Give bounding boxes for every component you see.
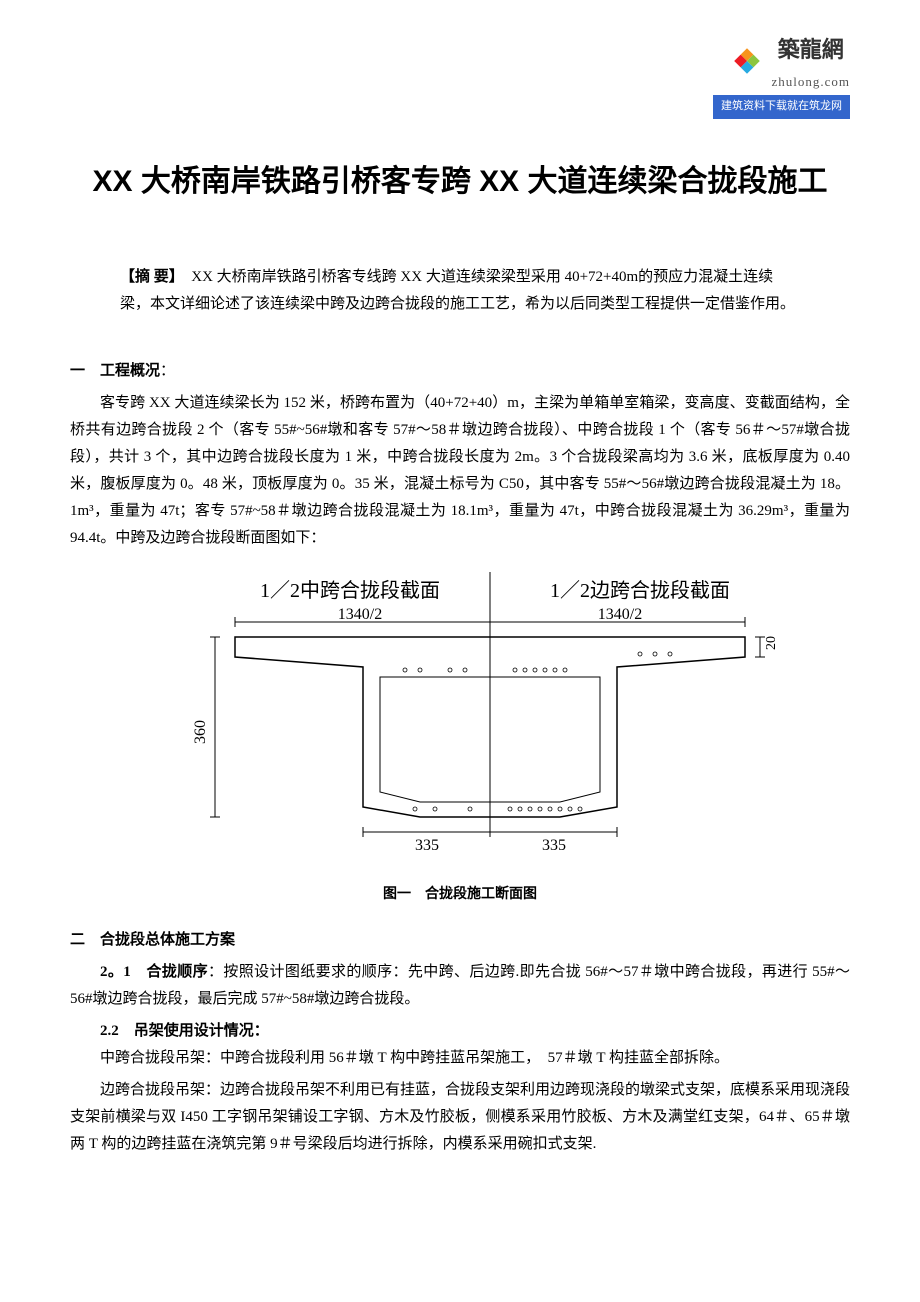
section-2-paragraph-1: 中跨合拢段吊架：中跨合拢段利用 56＃墩 T 构中跨挂蓝吊架施工， 57＃墩 T… — [70, 1045, 850, 1072]
diagram-dim-height: 360 — [192, 720, 209, 744]
section-2-sub1-label: 2。1 合拢顺序 — [100, 964, 208, 980]
section-2: 二 合拢段总体施工方案 2。1 合拢顺序：按照设计图纸要求的顺序：先中跨、后边跨… — [70, 927, 850, 1158]
diagram-dim-bottom-left: 335 — [415, 837, 439, 854]
figure-1-container: 1／2中跨合拢段截面 1／2边跨合拢段截面 1340/2 1340/2 — [70, 572, 850, 907]
section-2-sub2-label: 2.2 吊架使用设计情况： — [70, 1018, 850, 1045]
diagram-label-right: 1／2边跨合拢段截面 — [550, 579, 730, 602]
document-title: XX 大桥南岸铁路引桥客专跨 XX 大道连续梁合拢段施工 — [70, 159, 850, 204]
figure-1-caption: 图一 合拢段施工断面图 — [70, 882, 850, 907]
section-2-heading: 二 合拢段总体施工方案 — [70, 927, 850, 954]
diagram-dim-bottom-right: 335 — [542, 837, 566, 854]
abstract-label: 【摘 要】 — [120, 269, 176, 285]
section-2-sub1: 2。1 合拢顺序：按照设计图纸要求的顺序：先中跨、后边跨.即先合拢 56#～57… — [70, 959, 850, 1013]
logo-banner: 建筑资料下载就在筑龙网 — [713, 95, 850, 119]
logo-container: 築龍網 zhulong.com 建筑资料下载就在筑龙网 — [70, 30, 850, 119]
logo-box: 築龍網 zhulong.com 建筑资料下载就在筑龙网 — [713, 30, 850, 119]
abstract-block: 【摘 要】 XX 大桥南岸铁路引桥客专线跨 XX 大道连续梁梁型采用 40+72… — [120, 264, 800, 318]
abstract-text: XX 大桥南岸铁路引桥客专线跨 XX 大道连续梁梁型采用 40+72+40m的预… — [120, 269, 795, 312]
section-2-paragraph-2: 边跨合拢段吊架：边跨合拢段吊架不利用已有挂蓝，合拢段支架利用边跨现浇段的墩梁式支… — [70, 1077, 850, 1158]
logo-text-block: 築龍網 zhulong.com — [771, 30, 850, 93]
cross-section-diagram: 1／2中跨合拢段截面 1／2边跨合拢段截面 1340/2 1340/2 — [120, 572, 800, 872]
diagram-dim-right: 20 — [764, 636, 779, 650]
logo-icon — [731, 45, 763, 77]
diagram-label-left: 1／2中跨合拢段截面 — [260, 579, 440, 602]
section-1-heading: 一 工程概况 — [70, 363, 160, 379]
section-1-paragraph-1: 客专跨 XX 大道连续梁长为 152 米，桥跨布置为（40+72+40）m，主梁… — [70, 390, 850, 552]
logo-top: 築龍網 zhulong.com — [713, 30, 850, 93]
section-1-colon: ： — [160, 363, 175, 379]
section-1: 一 工程概况： 客专跨 XX 大道连续梁长为 152 米，桥跨布置为（40+72… — [70, 358, 850, 552]
logo-main-text: 築龍網 — [771, 30, 850, 70]
diagram-dim-top-left: 1340/2 — [338, 606, 382, 623]
logo-sub-text: zhulong.com — [771, 70, 850, 93]
diagram-dim-top-right: 1340/2 — [598, 606, 642, 623]
section-1-heading-line: 一 工程概况： — [70, 358, 850, 385]
